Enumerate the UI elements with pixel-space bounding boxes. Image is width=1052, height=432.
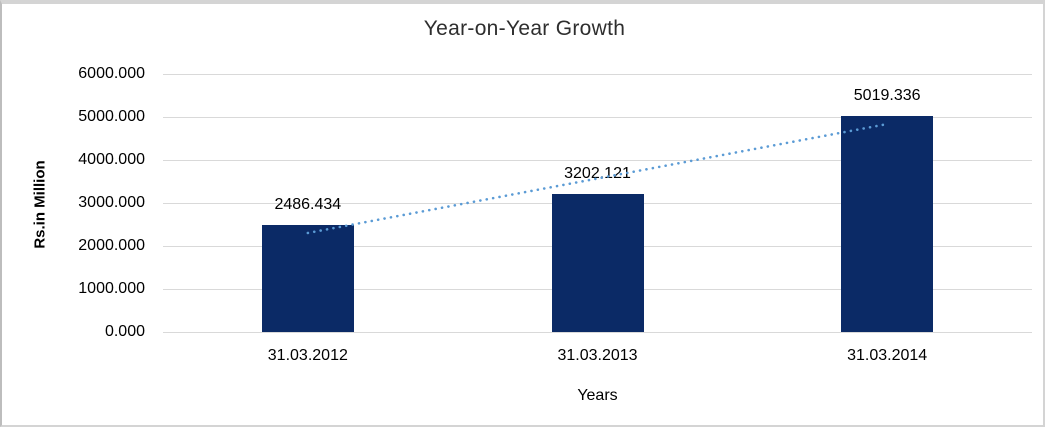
y-tick-label: 6000.000 [78,65,145,82]
x-axis-title: Years [577,387,618,404]
x-tick-label: 31.03.2012 [267,347,348,364]
chart-title: Year-on-Year Growth [423,17,626,40]
gridline [163,73,1032,75]
y-tick-label: 1000.000 [78,280,145,297]
x-tick-label: 31.03.2014 [847,347,928,364]
y-tick-label: 0.000 [104,323,145,340]
bar [551,194,644,332]
gridline [163,116,1032,118]
bar [261,225,354,332]
bar-data-label: 2486.434 [274,196,342,214]
bar [841,116,934,332]
y-tick-label: 5000.000 [78,108,145,125]
y-tick-label: 3000.000 [78,194,145,211]
x-tick-label: 31.03.2013 [557,347,638,364]
bar-data-label: 5019.336 [853,87,921,105]
y-tick-label: 4000.000 [78,151,145,168]
y-tick-label: 2000.000 [78,237,145,254]
bar-data-label: 3202.121 [564,165,631,183]
gridline [163,331,1032,333]
